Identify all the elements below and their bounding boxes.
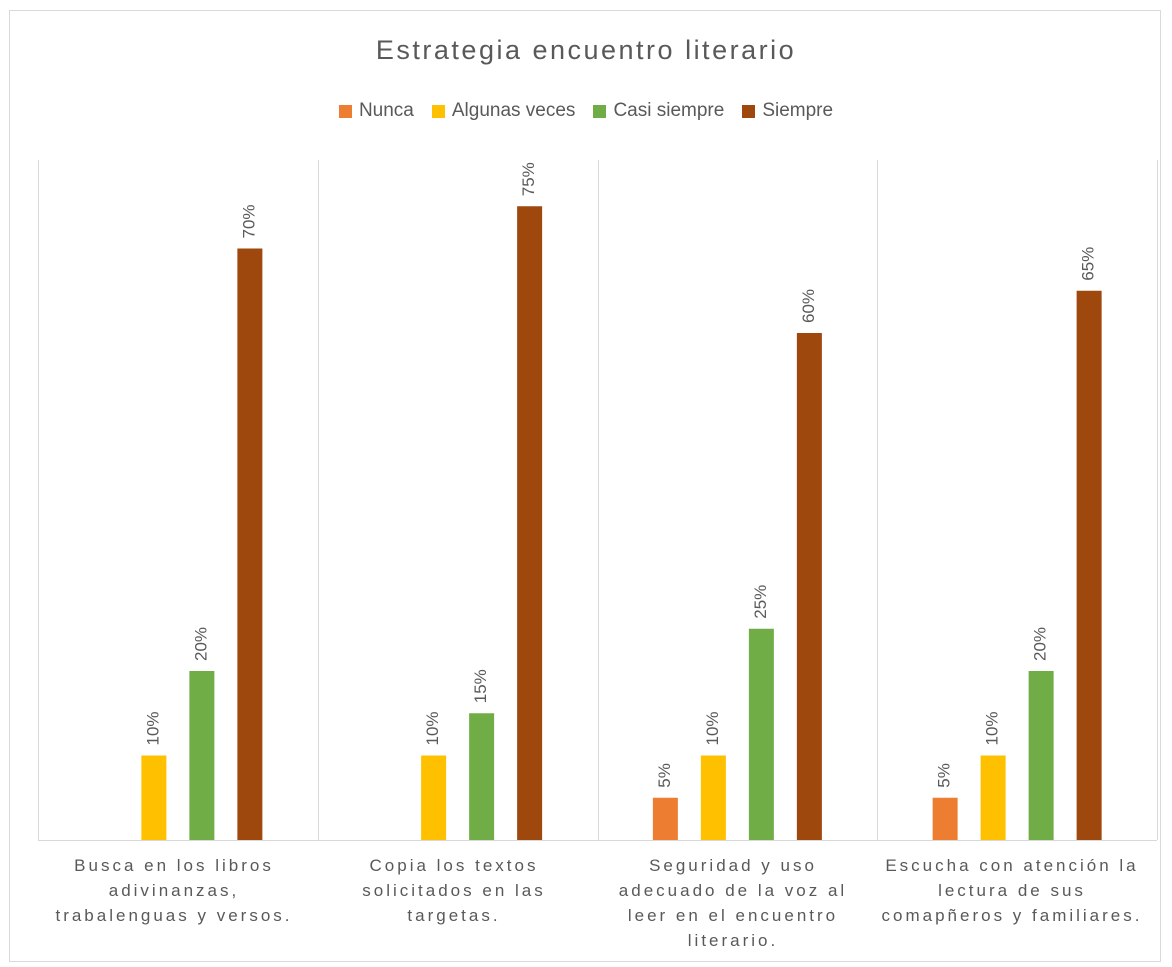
legend-label-nunca: Nunca bbox=[358, 100, 414, 121]
bar-algunas-veces-2 bbox=[421, 755, 447, 840]
legend-swatch-algunas-veces bbox=[431, 104, 445, 118]
legend-swatch-nunca bbox=[338, 104, 352, 118]
legend: Nunca Algunas veces Casi siempre Siempre bbox=[0, 100, 1172, 122]
bar-siempre-2 bbox=[517, 206, 543, 840]
bar-casi-siempre-3 bbox=[748, 628, 774, 840]
chart-title: Estrategia encuentro literario bbox=[375, 35, 797, 65]
legend-label-casi-siempre: Casi siempre bbox=[613, 100, 725, 121]
bar-nunca-4 bbox=[932, 797, 958, 840]
legend-item-algunas-veces: Algunas veces bbox=[431, 100, 576, 122]
data-label-siempre-2: 75% bbox=[519, 162, 538, 196]
data-label-nunca-3: 5% bbox=[655, 763, 674, 788]
bar-siempre-3 bbox=[796, 333, 822, 840]
bar-algunas-veces-4 bbox=[980, 755, 1006, 840]
bar-siempre-4 bbox=[1076, 290, 1102, 840]
legend-swatch-casi-siempre bbox=[593, 104, 607, 118]
category-label-3: Seguridad y uso adecuado de la voz al le… bbox=[618, 856, 848, 950]
data-label-casi-siempre-1: 20% bbox=[191, 627, 210, 661]
legend-item-casi-siempre: Casi siempre bbox=[593, 100, 724, 122]
legend-swatch-siempre bbox=[742, 104, 756, 118]
data-label-siempre-4: 65% bbox=[1079, 247, 1098, 281]
bar-nunca-3 bbox=[652, 797, 678, 840]
data-label-casi-siempre-4: 20% bbox=[1031, 627, 1050, 661]
category-label-2: Copia los textos solicitados en las targ… bbox=[362, 856, 546, 925]
category-label-4: Escucha con atención la lectura de sus c… bbox=[881, 856, 1143, 925]
bar-algunas-veces-3 bbox=[700, 755, 726, 840]
bar-casi-siempre-4 bbox=[1028, 671, 1054, 840]
bar-casi-siempre-1 bbox=[189, 671, 215, 840]
data-label-nunca-4: 5% bbox=[935, 763, 954, 788]
bar-casi-siempre-2 bbox=[469, 713, 495, 840]
legend-item-nunca: Nunca bbox=[338, 100, 414, 122]
legend-item-siempre: Siempre bbox=[742, 100, 833, 122]
bar-siempre-1 bbox=[237, 248, 263, 840]
data-label-casi-siempre-2: 15% bbox=[471, 669, 490, 703]
bar-algunas-veces-1 bbox=[141, 755, 167, 840]
category-label-1: Busca en los libros adivinanzas, trabale… bbox=[55, 856, 293, 925]
data-label-algunas-veces-3: 10% bbox=[703, 711, 722, 745]
data-label-casi-siempre-3: 25% bbox=[751, 585, 770, 619]
legend-label-siempre: Siempre bbox=[762, 100, 834, 121]
data-label-siempre-3: 60% bbox=[799, 289, 818, 323]
data-label-algunas-veces-4: 10% bbox=[983, 711, 1002, 745]
legend-label-algunas-veces: Algunas veces bbox=[451, 100, 576, 121]
data-label-siempre-1: 70% bbox=[239, 204, 258, 238]
data-label-algunas-veces-1: 10% bbox=[143, 711, 162, 745]
data-label-algunas-veces-2: 10% bbox=[423, 711, 442, 745]
